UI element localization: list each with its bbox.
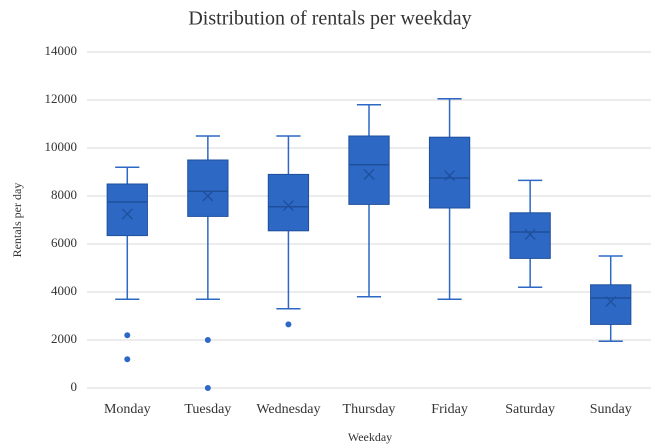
box: [509, 212, 551, 259]
mean-marker: [524, 228, 536, 240]
x-tick-label: Tuesday: [184, 402, 231, 417]
mean-marker: [282, 200, 294, 212]
y-tick-label: 4000: [51, 283, 77, 298]
y-tick-label: 0: [71, 379, 78, 394]
mean-marker: [363, 168, 375, 180]
x-tick-label: Monday: [104, 402, 151, 417]
x-tick-label: Thursday: [343, 402, 396, 417]
x-axis-label: Weekday: [348, 430, 392, 444]
y-tick-label: 10000: [45, 139, 78, 154]
x-tick-label: Wednesday: [256, 402, 320, 417]
outlier: [124, 332, 131, 339]
box: [187, 159, 229, 217]
x-tick-label: Sunday: [590, 402, 632, 417]
mean-marker: [202, 190, 214, 202]
mean-marker: [605, 296, 617, 308]
y-tick-label: 2000: [51, 331, 77, 346]
outlier: [124, 356, 131, 363]
x-tick-label: Saturday: [505, 402, 555, 417]
mean-marker: [444, 170, 456, 182]
outlier: [204, 337, 211, 343]
chart-title: Distribution of rentals per weekday: [188, 8, 471, 30]
y-axis-label: Rentals per day: [10, 183, 24, 258]
box: [428, 136, 471, 209]
box: [267, 173, 310, 232]
y-tick-label: 14000: [45, 43, 78, 58]
mean-marker: [121, 208, 133, 220]
y-tick-label: 6000: [51, 235, 77, 250]
box: [590, 284, 632, 325]
y-tick-label: 12000: [45, 91, 78, 106]
box: [348, 135, 390, 205]
outlier: [285, 321, 292, 328]
outlier: [204, 385, 211, 391]
y-tick-label: 8000: [51, 187, 77, 202]
x-tick-label: Friday: [431, 402, 468, 417]
box: [106, 183, 148, 237]
